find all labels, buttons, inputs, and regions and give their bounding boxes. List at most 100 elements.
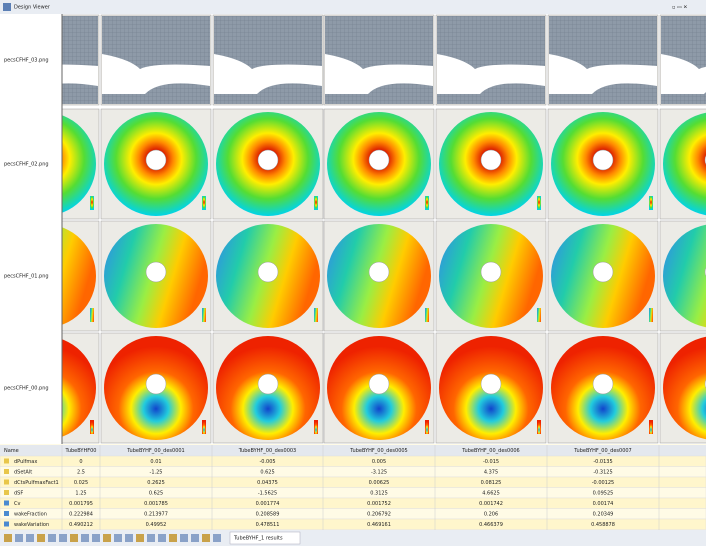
color-legend bbox=[202, 420, 206, 434]
title-bar bbox=[0, 0, 706, 14]
table-cell: 0.3125 bbox=[370, 490, 388, 496]
color-legend bbox=[425, 308, 429, 322]
disk-hub bbox=[592, 149, 614, 171]
toolbar-button[interactable] bbox=[81, 534, 89, 542]
disk-hub bbox=[368, 373, 390, 395]
toolbar-button[interactable] bbox=[125, 534, 133, 542]
row-name: dSetAlt bbox=[14, 469, 32, 475]
table-cell: 4.375 bbox=[484, 469, 498, 475]
toolbar-button[interactable] bbox=[213, 534, 221, 542]
image-row-label: pecsCFHF_02.png bbox=[4, 162, 49, 168]
color-legend bbox=[90, 196, 94, 210]
table-cell: -0.3125 bbox=[593, 469, 612, 475]
column-header: Name bbox=[4, 448, 19, 454]
result-disk bbox=[663, 224, 706, 328]
color-legend bbox=[649, 196, 653, 210]
color-legend bbox=[314, 196, 318, 210]
toolbar-button[interactable] bbox=[136, 534, 144, 542]
row-label-column bbox=[0, 14, 62, 444]
table-cell: -3.125 bbox=[371, 469, 387, 475]
window-title: Design Viewer bbox=[14, 5, 51, 11]
toolbar-button[interactable] bbox=[37, 534, 45, 542]
row-icon bbox=[4, 458, 9, 464]
hull-shape bbox=[214, 54, 322, 94]
hull-shape bbox=[102, 54, 210, 94]
row-icon bbox=[4, 469, 9, 474]
toolbar-button[interactable] bbox=[169, 534, 177, 542]
disk-hub bbox=[145, 373, 167, 395]
table-cell: 0.08125 bbox=[481, 480, 502, 486]
toolbar-button[interactable] bbox=[202, 534, 210, 542]
hull-shape bbox=[437, 54, 545, 94]
toolbar-button[interactable] bbox=[26, 534, 34, 542]
image-grid bbox=[62, 14, 706, 444]
table-cell: 0.001795 bbox=[69, 501, 93, 507]
row-icon bbox=[4, 511, 9, 516]
color-legend bbox=[649, 420, 653, 434]
toolbar-button[interactable] bbox=[4, 534, 12, 542]
column-header: TubeBYHF_00_des0006 bbox=[461, 448, 520, 454]
color-legend bbox=[537, 308, 541, 322]
toolbar-button[interactable] bbox=[59, 534, 67, 542]
disk-hub bbox=[145, 149, 167, 171]
result-disk bbox=[62, 227, 96, 325]
table-cell: 0.469161 bbox=[367, 522, 391, 528]
row-icon bbox=[4, 521, 9, 527]
window-controls[interactable]: ▫ ▭ ✕ bbox=[672, 5, 687, 11]
toolbar-button[interactable] bbox=[92, 534, 100, 542]
table-cell: 0.208589 bbox=[256, 511, 280, 517]
column-header: TubeBYHF_00_des0005 bbox=[349, 448, 408, 454]
color-legend bbox=[537, 420, 541, 434]
disk-hub bbox=[257, 373, 279, 395]
row-icon bbox=[4, 500, 9, 506]
color-legend bbox=[649, 308, 653, 322]
toolbar-button[interactable] bbox=[147, 534, 155, 542]
result-disk bbox=[62, 339, 96, 437]
row-name: dPulfmax bbox=[14, 459, 37, 465]
column-header: TubeBYHF_00_des0003 bbox=[238, 448, 297, 454]
row-name: Cv bbox=[14, 501, 20, 507]
disk-hub bbox=[257, 261, 279, 283]
table-cell: 0.458878 bbox=[591, 522, 615, 528]
table-cell: -0.005 bbox=[259, 459, 275, 465]
toolbar-button[interactable] bbox=[191, 534, 199, 542]
results-tab[interactable] bbox=[229, 531, 301, 545]
disk-hub bbox=[368, 149, 390, 171]
table-cell: 0.625 bbox=[149, 490, 163, 496]
color-legend bbox=[90, 420, 94, 434]
toolbar-button[interactable] bbox=[15, 534, 23, 542]
table-cell: 0.001752 bbox=[367, 501, 391, 507]
color-legend bbox=[425, 196, 429, 210]
column-header: TubeBYHF00 bbox=[65, 448, 97, 454]
toolbar-button[interactable] bbox=[70, 534, 78, 542]
color-legend bbox=[314, 420, 318, 434]
disk-hub bbox=[257, 149, 279, 171]
color-legend bbox=[202, 308, 206, 322]
toolbar-button[interactable] bbox=[114, 534, 122, 542]
hull-shape bbox=[549, 54, 657, 94]
table-cell: 1.25 bbox=[75, 490, 86, 496]
row-name: wakeFraction bbox=[14, 511, 47, 517]
table-cell: 0.213977 bbox=[144, 511, 168, 517]
toolbar-button[interactable] bbox=[158, 534, 166, 542]
table-body: Name TubeBYHF00 TubeBYHF_00_des0001 TubeBYH… bbox=[0, 445, 706, 530]
table-cell: 0.00625 bbox=[369, 480, 390, 486]
table-header bbox=[0, 445, 706, 456]
results-tab-label[interactable]: TubeBYHF_1 results bbox=[233, 536, 283, 542]
row-name: dCtsPulfmaxFact1 bbox=[14, 480, 59, 486]
table-cell: -1.5625 bbox=[258, 490, 277, 496]
table-cell: 0.025 bbox=[74, 480, 88, 486]
toolbar-button[interactable] bbox=[48, 534, 56, 542]
color-legend bbox=[90, 308, 94, 322]
table-cell: 0.001742 bbox=[479, 501, 503, 507]
disk-hub bbox=[368, 261, 390, 283]
toolbar-button[interactable] bbox=[180, 534, 188, 542]
table-cell: -0.015 bbox=[483, 459, 499, 465]
table-cell: -0.0135 bbox=[593, 459, 612, 465]
color-legend bbox=[537, 196, 541, 210]
image-row-label: pecsCFHF_00.png bbox=[4, 386, 49, 392]
table-cell: 0.04375 bbox=[257, 480, 278, 486]
result-disk bbox=[663, 336, 706, 440]
table-cell: 0.20349 bbox=[593, 511, 614, 517]
toolbar-button[interactable] bbox=[103, 534, 111, 542]
